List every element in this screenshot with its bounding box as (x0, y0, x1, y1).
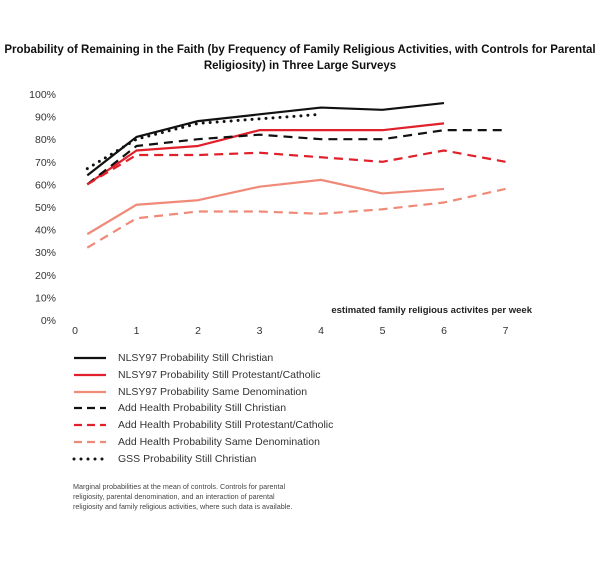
legend-swatch (74, 440, 106, 444)
y-tick-label: 50% (35, 202, 56, 214)
y-tick-label: 20% (35, 270, 56, 282)
series-line-7 (85, 112, 323, 171)
y-tick-label: 40% (35, 225, 56, 237)
legend-swatch (74, 407, 106, 410)
legend: NLSY97 Probability Still Christian NLSY97… (72, 350, 333, 468)
x-tick-label: 4 (318, 325, 324, 337)
y-tick-label: 0% (41, 315, 56, 327)
y-tick-label: 10% (35, 292, 56, 304)
legend-label: NLSY97 Probability Same Denomination (118, 385, 308, 398)
legend-item: Add Health Probability Still Protestant/… (72, 417, 333, 433)
x-tick-label: 6 (441, 325, 447, 337)
y-tick-label: 90% (35, 112, 56, 124)
series-line-3 (86, 178, 445, 236)
x-tick-label: 3 (257, 325, 263, 337)
x-tick-label: 1 (134, 325, 140, 337)
legend-item: NLSY97 Probability Same Denomination (72, 384, 333, 400)
x-tick-label: 0 (72, 325, 78, 337)
y-tick-label: 100% (29, 89, 56, 101)
series-line-6 (86, 187, 506, 249)
legend-item: Add Health Probability Still Christian (72, 400, 333, 416)
legend-swatch (74, 373, 106, 376)
series-line-1 (86, 101, 445, 177)
legend-label: NLSY97 Probability Still Protestant/Cath… (118, 368, 321, 381)
legend-label: GSS Probability Still Christian (118, 452, 257, 465)
y-tick-label: 30% (35, 247, 56, 259)
legend-item: NLSY97 Probability Still Christian (72, 350, 333, 366)
x-tick-label: 5 (380, 325, 386, 337)
legend-label: NLSY97 Probability Still Christian (118, 352, 274, 364)
series-line-4 (86, 129, 506, 186)
x-axis-ticks: 0 1 2 3 4 5 6 7 (72, 325, 509, 337)
legend-label: Add Health Probability Same Denomination (118, 435, 320, 448)
legend-item: GSS Probability Still Christian (72, 451, 333, 467)
y-axis-ticks: 0% 10% 20% 30% 40% 50% 60% 70% 80% 90% 100% (29, 89, 56, 327)
legend-label: Add Health Probability Still Christian (118, 402, 287, 415)
footnote: Marginal probabilities at the mean of co… (73, 482, 293, 511)
y-tick-label: 60% (35, 179, 56, 191)
legend-swatch (72, 457, 108, 461)
line-chart: 0% 10% 20% 30% 40% 50% 60% 70% 80% 90% 100% 0 1 2 3 4 5… (29, 89, 533, 337)
series-lines (85, 101, 506, 249)
legend-swatch (74, 390, 106, 393)
legend-swatch (74, 424, 106, 427)
series-line-5 (86, 149, 506, 186)
legend-item: Add Health Probability Same Denomination (72, 434, 333, 450)
legend-item: NLSY97 Probability Still Protestant/Cath… (72, 367, 333, 383)
x-tick-label: 2 (195, 325, 201, 337)
y-tick-label: 70% (35, 157, 56, 169)
x-axis-annotation: estimated family religious activites per… (331, 305, 532, 316)
legend-swatch (74, 356, 106, 360)
chart-title: Probability of Remaining in the Faith (b… (4, 44, 596, 72)
legend-label: Add Health Probability Still Protestant/… (118, 419, 334, 432)
series-line-2 (86, 122, 445, 186)
y-tick-label: 80% (35, 134, 56, 146)
x-tick-label: 7 (503, 325, 509, 337)
